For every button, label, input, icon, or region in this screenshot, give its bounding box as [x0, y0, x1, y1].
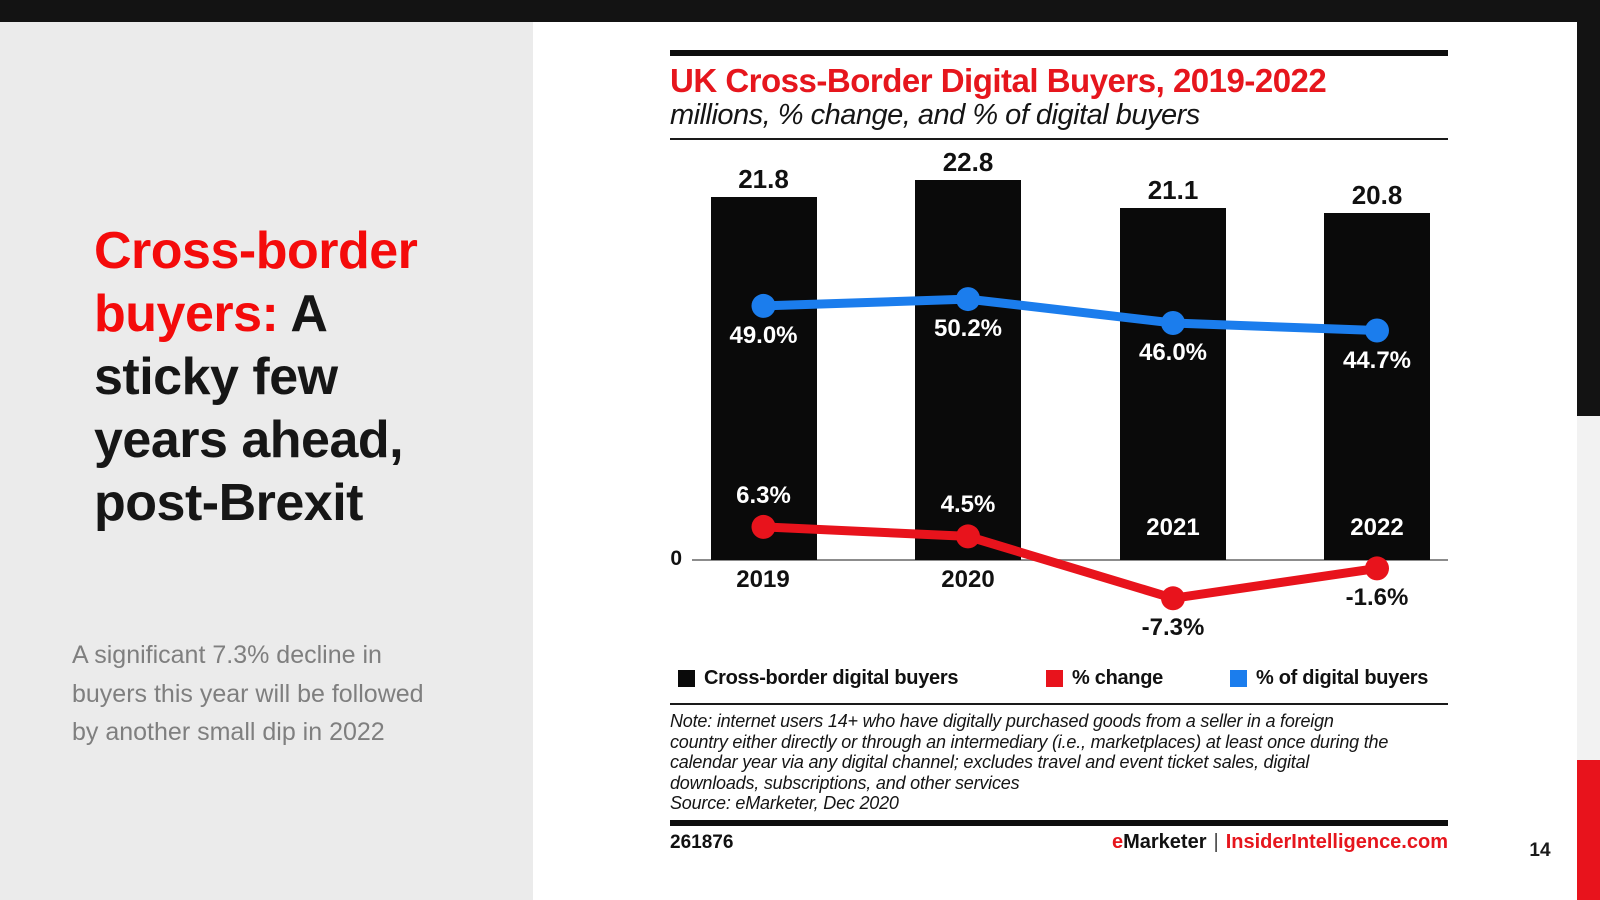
note-line: Note: internet users 14+ who have digita… [670, 711, 1334, 731]
slide-subtitle-line: A significant 7.3% decline in [72, 641, 382, 669]
bar-2020 [915, 180, 1021, 560]
brand-emarketer-e: e [1111, 831, 1124, 853]
category-label-2020: 2020 [941, 566, 995, 593]
brand-emarketer-rest: Marketer [1123, 831, 1207, 853]
chart-bottom-rule [670, 820, 1448, 826]
bar-2021 [1120, 208, 1226, 560]
legend-swatch-black [678, 669, 695, 687]
right-edge-strip-black [1577, 22, 1600, 416]
slide-subtitle-line: buyers this year will be followed [72, 679, 424, 708]
category-label-2022: 2022 [1350, 514, 1404, 541]
change-line-point [1161, 586, 1185, 611]
right-edge-strip-red [1577, 760, 1600, 900]
pct-change-line [763, 522, 1378, 603]
insider-intelligence-link[interactable]: InsiderIntelligence.com [1225, 831, 1448, 853]
change-point-label: 4.5% [940, 491, 996, 519]
share-point-label: 46.0% [1138, 339, 1208, 366]
chart-note: Note: internet users 14+ who have digita… [670, 711, 1448, 814]
slide-title-line: years ahead, [94, 411, 404, 469]
slide-subtitle: A significant 7.3% decline in buyers thi… [72, 636, 502, 752]
left-panel [0, 22, 533, 900]
slide-title-line: sticky few [94, 348, 338, 406]
legend-swatch-blue [1230, 669, 1247, 687]
chart-header-rule [670, 138, 1448, 140]
slide-subtitle-line: by another small dip in 2022 [72, 718, 385, 746]
change-point-label: 6.3% [736, 481, 791, 509]
note-line: calendar year via any digital channel; e… [670, 752, 1310, 772]
page-number: 14 [1529, 840, 1551, 861]
slide-title-line: post-Brexit [94, 474, 363, 532]
footer-brand: eMarketer | InsiderIntelligence.com [1048, 831, 1448, 854]
legend-label: Cross-border digital buyers [704, 667, 959, 689]
legend-swatch-red [1046, 669, 1063, 687]
chart-subtitle: millions, % change, and % of digital buy… [670, 99, 1200, 131]
note-top-rule [670, 703, 1448, 705]
top-accent-bar [0, 0, 1600, 22]
note-line: country either directly or through an in… [670, 731, 1389, 752]
y-axis-zero-label: 0 [670, 547, 682, 570]
bar-value-label: 20.8 [1351, 180, 1403, 211]
slide-title: Cross-border buyers: A sticky few years … [94, 220, 524, 535]
bar-value-label: 22.8 [942, 147, 994, 177]
right-edge-strip-gray [1577, 416, 1600, 760]
legend-item-share: % of digital buyers [1230, 668, 1428, 688]
brand-separator: | [1213, 831, 1219, 853]
share-point-label: 49.0% [729, 321, 798, 349]
chart-id: 261876 [670, 832, 734, 853]
category-label-2021: 2021 [1146, 514, 1200, 541]
source-line: Source: eMarketer, Dec 2020 [670, 793, 899, 813]
slide-title-line: buyers: A [94, 285, 328, 343]
legend-label: % of digital buyers [1256, 667, 1429, 689]
change-point-label: -7.3% [1141, 614, 1205, 642]
legend-item-bars: Cross-border digital buyers [678, 668, 958, 688]
share-point-label: 44.7% [1342, 346, 1412, 374]
note-line: downloads, subscriptions, and other serv… [670, 772, 1020, 793]
bar-value-label: 21.1 [1147, 175, 1199, 206]
category-label-2019: 2019 [736, 566, 790, 593]
change-point-label: -1.6% [1345, 584, 1409, 612]
digital-buyers-share-line [763, 294, 1378, 335]
legend-item-pct-change: % change [1046, 668, 1163, 688]
bar-2019 [710, 196, 817, 560]
chart-top-rule [670, 50, 1448, 56]
bar-value-label: 21.8 [738, 163, 789, 194]
bar-2022 [1324, 213, 1430, 560]
chart-title: UK Cross-Border Digital Buyers, 2019-202… [670, 62, 1327, 99]
share-point-label: 50.2% [933, 315, 1003, 343]
slide-title-line: Cross-border [94, 222, 418, 280]
legend-label: % change [1072, 667, 1163, 689]
